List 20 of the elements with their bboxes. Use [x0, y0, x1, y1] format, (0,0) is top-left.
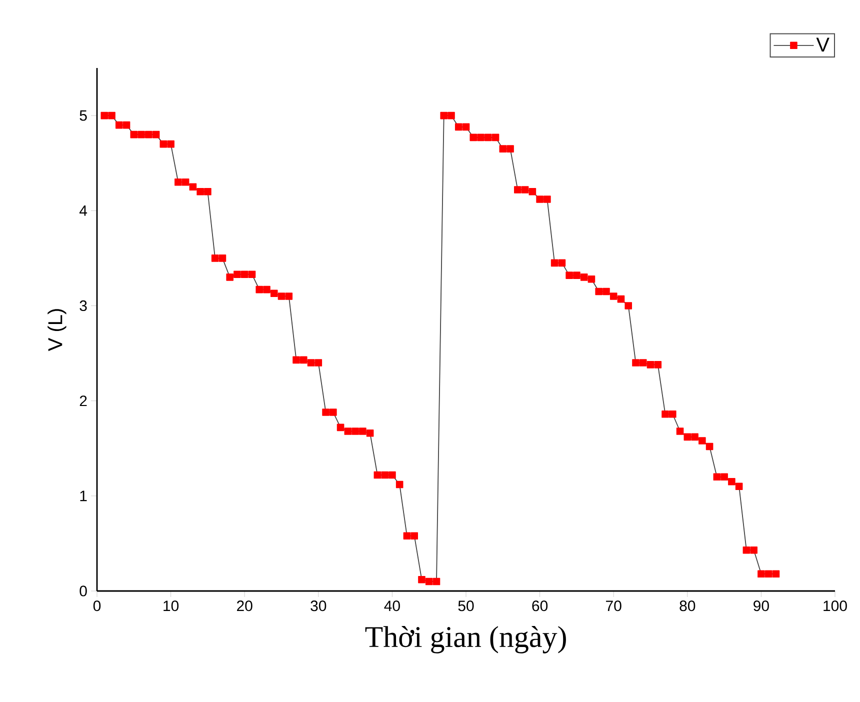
y-tick-label: 2	[80, 396, 87, 406]
y-axis-title: V (L)	[48, 309, 66, 352]
x-tick-label: 30	[310, 600, 326, 612]
x-tick-label: 100	[824, 600, 847, 612]
x-tick-label: 0	[93, 600, 101, 612]
x-tick-label: 80	[680, 600, 696, 612]
x-tick-label: 10	[164, 600, 179, 612]
x-axis-title: Thời gian (ngày)	[365, 626, 566, 654]
y-tick-label: 0	[80, 586, 87, 596]
x-tick-label: 40	[384, 600, 400, 612]
x-tick-label: 90	[754, 600, 769, 612]
x-tick-label: 20	[237, 600, 252, 612]
y-tick-label: 3	[80, 300, 87, 312]
x-tick-label: 50	[458, 600, 474, 612]
y-tick-label: 4	[79, 205, 88, 216]
x-tick-label: 60	[532, 600, 548, 612]
x-tick-label: 70	[606, 600, 622, 612]
y-tick-label: 5	[80, 110, 87, 121]
legend-label: V	[816, 38, 830, 52]
y-tick-label: 1	[80, 490, 87, 502]
